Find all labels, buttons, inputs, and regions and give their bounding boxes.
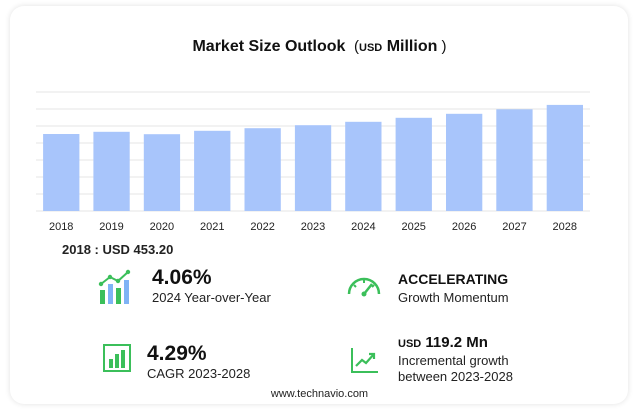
- x-tick-label-2027: 2027: [502, 221, 526, 233]
- momentum-label: Growth Momentum: [398, 290, 509, 305]
- bar-2019: [93, 131, 130, 211]
- title-close-paren: ): [437, 38, 447, 55]
- cagr-value: 4.29%: [147, 342, 207, 365]
- momentum-stat: ACCELERATING Growth Momentum: [398, 271, 509, 305]
- bar-2028: [546, 104, 583, 211]
- bar-2020: [143, 134, 181, 211]
- yoy-value: 4.06%: [152, 266, 212, 289]
- incr-label-2: between 2023-2028: [398, 369, 513, 384]
- x-tick-label-2023: 2023: [301, 221, 325, 233]
- x-tick-label-2025: 2025: [401, 221, 425, 233]
- x-tick-label-2026: 2026: [452, 221, 476, 233]
- bar-2018: [43, 134, 80, 211]
- trend-up-icon: [350, 346, 380, 379]
- x-tick-label-2021: 2021: [200, 221, 224, 233]
- bar-2027: [496, 109, 533, 211]
- bar-chart-icon: [103, 344, 133, 379]
- base-year-value: 2018 : USD 453.20: [62, 242, 174, 257]
- growth-chart-icon: [98, 268, 138, 311]
- x-tick-label-2018: 2018: [49, 221, 73, 233]
- x-tick-label-2028: 2028: [553, 221, 577, 233]
- x-tick-label-2022: 2022: [250, 221, 274, 233]
- momentum-value: ACCELERATING: [398, 271, 509, 287]
- cagr-label: CAGR 2023-2028: [147, 366, 251, 381]
- incr-value: 119.2 Mn: [425, 334, 488, 351]
- bar-2021: [194, 130, 231, 211]
- yoy-label: 2024 Year-over-Year: [152, 290, 271, 305]
- incremental-stat: USD 119.2 Mn Incremental growth between …: [398, 334, 513, 385]
- title-unit: Million: [386, 38, 438, 55]
- cagr-stat: 4.29% CAGR 2023-2028: [147, 342, 250, 381]
- bar-2023: [294, 125, 332, 211]
- x-tick-label-2024: 2024: [351, 221, 375, 233]
- x-tick-label-2019: 2019: [99, 221, 123, 233]
- title-open-paren: (: [349, 38, 360, 55]
- title-text: Market Size Outlook: [192, 38, 346, 55]
- speedometer-icon: [345, 272, 383, 303]
- bar-2025: [395, 117, 432, 211]
- incr-prefix: USD: [398, 338, 422, 350]
- incr-label-1: Incremental growth: [398, 353, 509, 368]
- chart-title: Market Size Outlook (USD Million ): [0, 38, 639, 56]
- bar-2024: [345, 121, 382, 212]
- title-unit-prefix: USD: [359, 42, 383, 54]
- bar-2026: [446, 113, 483, 211]
- yoy-stat: 4.06% 2024 Year-over-Year: [152, 266, 271, 305]
- source-footer: www.technavio.com: [270, 388, 369, 400]
- bar-2022: [244, 128, 281, 211]
- x-tick-label-2020: 2020: [150, 221, 174, 233]
